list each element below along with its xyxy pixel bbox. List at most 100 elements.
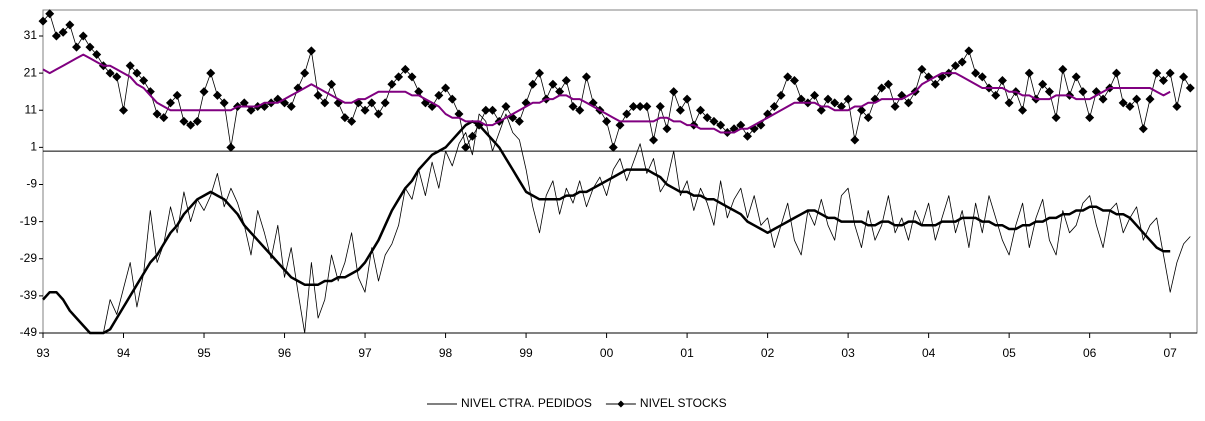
marker (1172, 102, 1182, 112)
marker (997, 76, 1007, 86)
legend-label: NIVEL CTRA. PEDIDOS (461, 396, 592, 410)
marker (548, 79, 558, 89)
marker (863, 113, 873, 123)
marker (1158, 76, 1168, 86)
marker (669, 87, 679, 97)
marker (581, 72, 591, 82)
marker (823, 94, 833, 104)
marker (112, 72, 122, 82)
marker (313, 90, 323, 100)
marker (608, 142, 618, 152)
marker (72, 42, 82, 52)
y-tick-label: -49 (20, 325, 38, 339)
marker (836, 102, 846, 112)
marker (51, 31, 61, 41)
x-tick-label: 98 (439, 346, 453, 360)
marker (682, 94, 692, 104)
marker (696, 105, 706, 115)
marker (132, 68, 142, 78)
marker (816, 105, 826, 115)
marker (950, 61, 960, 71)
marker (192, 116, 202, 126)
marker (239, 98, 249, 108)
marker (1044, 87, 1054, 97)
marker (534, 68, 544, 78)
marker (742, 131, 752, 141)
marker (125, 61, 135, 71)
series-line (103, 113, 1191, 334)
marker (716, 120, 726, 130)
legend-marker (617, 400, 625, 408)
x-tick-label: 94 (117, 346, 131, 360)
x-tick-label: 05 (1002, 346, 1016, 360)
marker (65, 20, 75, 30)
marker (957, 57, 967, 67)
marker (1038, 79, 1048, 89)
x-tick-label: 00 (600, 346, 614, 360)
marker (1132, 94, 1142, 104)
marker (602, 116, 612, 126)
marker (179, 116, 189, 126)
x-tick-label: 95 (197, 346, 211, 360)
marker (628, 102, 638, 112)
marker (286, 102, 296, 112)
marker (347, 116, 357, 126)
marker (575, 105, 585, 115)
marker (655, 102, 665, 112)
marker (528, 79, 538, 89)
marker (327, 79, 336, 89)
marker (165, 98, 175, 108)
marker (1138, 124, 1148, 134)
marker (776, 90, 786, 100)
marker (649, 135, 659, 145)
marker (917, 64, 927, 74)
marker (561, 76, 571, 86)
marker (367, 98, 377, 108)
marker (709, 116, 719, 126)
series-line (42, 13, 1191, 148)
marker (964, 46, 974, 56)
series-line (42, 53, 1171, 134)
marker (186, 120, 196, 130)
marker (105, 68, 115, 78)
marker (387, 79, 397, 89)
marker (38, 16, 48, 26)
plot-area (42, 9, 1198, 334)
marker (642, 102, 652, 112)
x-tick-label: 93 (36, 346, 50, 360)
marker (434, 90, 444, 100)
marker (85, 42, 95, 52)
marker (78, 31, 88, 41)
marker (119, 105, 129, 115)
marker (843, 94, 853, 104)
marker (380, 98, 390, 108)
marker (467, 131, 477, 141)
marker (977, 72, 987, 82)
marker (394, 72, 404, 82)
marker (1058, 64, 1068, 74)
marker (199, 87, 209, 97)
marker (1085, 113, 1095, 123)
marker (1152, 68, 1162, 78)
x-tick-label: 02 (761, 346, 775, 360)
marker (662, 124, 672, 134)
marker (172, 90, 182, 100)
legend-label: NIVEL STOCKS (640, 396, 727, 410)
marker (635, 102, 645, 112)
marker (320, 98, 330, 108)
marker (783, 72, 793, 82)
marker (1024, 68, 1034, 78)
marker (675, 105, 685, 115)
marker (1051, 113, 1061, 123)
marker (400, 64, 410, 74)
marker (226, 142, 236, 152)
marker (454, 109, 464, 119)
marker (501, 102, 511, 112)
marker (300, 68, 310, 78)
marker (810, 90, 820, 100)
y-tick-label: -29 (20, 251, 38, 265)
marker (991, 90, 1001, 100)
marker (340, 113, 350, 123)
